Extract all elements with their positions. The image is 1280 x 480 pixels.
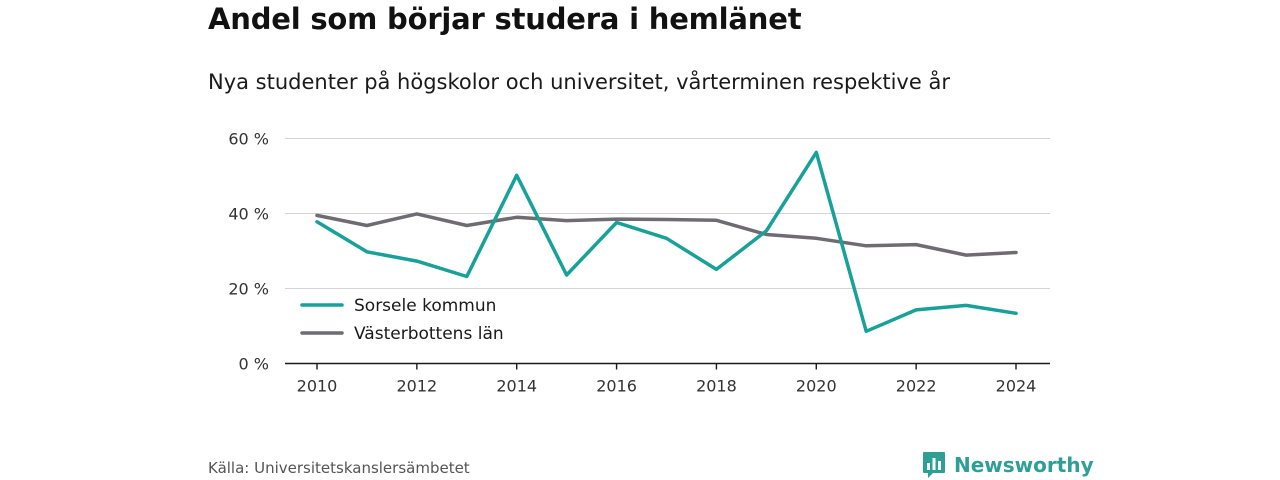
newsworthy-logo: Newsworthy <box>922 451 1094 479</box>
x-tick-label: 2016 <box>596 377 637 396</box>
x-tick-label: 2024 <box>996 377 1037 396</box>
legend-label: Västerbottens län <box>354 324 504 344</box>
series-line-sorsele-kommun <box>315 150 1018 334</box>
x-tick-label: 2020 <box>796 377 837 396</box>
y-tick-label: 40 % <box>228 205 269 224</box>
y-tick-label: 60 % <box>228 130 269 149</box>
x-tick-label: 2010 <box>297 377 338 396</box>
legend: Sorsele kommun Västerbottens län <box>300 296 504 344</box>
y-tick-label: 20 % <box>228 280 269 299</box>
x-tick-label: 2012 <box>396 377 437 396</box>
brand-name: Newsworthy <box>954 453 1094 477</box>
gridlines <box>285 138 1050 289</box>
x-tick-label: 2022 <box>896 377 937 396</box>
chart-subtitle: Nya studenter på högskolor och universit… <box>208 70 950 94</box>
bar-chart-speech-bubble-icon <box>923 452 945 478</box>
x-tick-label: 2018 <box>696 377 737 396</box>
chart-title: Andel som börjar studera i hemlänet <box>208 2 802 36</box>
legend-label: Sorsele kommun <box>354 296 496 316</box>
y-tick-label: 0 % <box>239 355 269 374</box>
source-note: Källa: Universitetskanslersämbetet <box>208 459 470 477</box>
x-tick-label: 2014 <box>496 377 537 396</box>
series-line-västerbottens-län <box>315 212 1018 257</box>
axes: 0 % 20 % 40 % 60 % 2010 2012 2014 2016 2018 2020 2… <box>228 130 1050 396</box>
series-lines <box>315 150 1018 334</box>
